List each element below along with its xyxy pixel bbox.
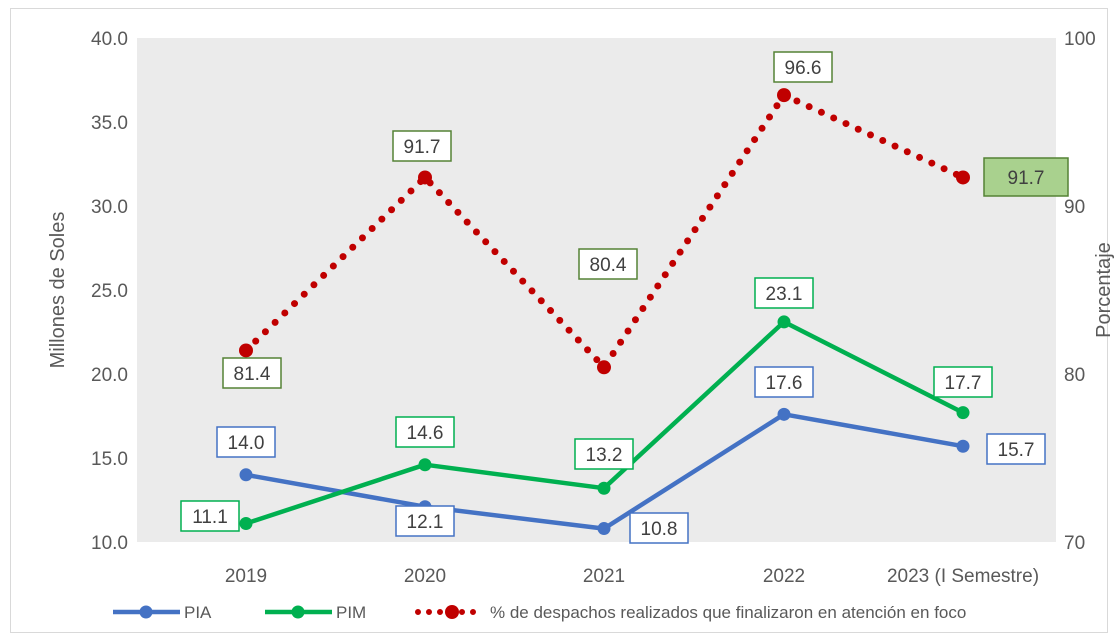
legend-marker-pct — [445, 605, 459, 619]
x-axis-ticks: 2019 2020 2021 2022 2023 (I Semestre) — [225, 566, 1039, 587]
data-label-box — [216, 426, 276, 458]
legend: PIA PIM % de despachos realizados que fina… — [113, 603, 966, 622]
left-tick-label: 20.0 — [91, 365, 128, 386]
data-label: 12.1 — [407, 512, 444, 533]
data-label-box — [395, 416, 455, 448]
right-tick-label: 100 — [1064, 29, 1096, 50]
data-label: 13.2 — [586, 445, 623, 466]
point-pia — [956, 439, 970, 453]
point-pia — [239, 468, 253, 482]
data-label-box — [754, 366, 814, 398]
data-label-box — [754, 277, 814, 309]
data-label: 80.4 — [590, 255, 627, 276]
x-tick-label: 2023 (I Semestre) — [887, 566, 1039, 587]
data-label: 23.1 — [766, 284, 803, 305]
point-pct-despachos — [239, 343, 253, 358]
data-label-box — [933, 366, 993, 398]
legend-label-pim: PIM — [336, 603, 366, 622]
left-tick-label: 40.0 — [91, 29, 128, 50]
data-label-box — [395, 505, 455, 537]
right-tick-label: 90 — [1064, 197, 1085, 218]
right-axis-title: Porcentaje — [1093, 242, 1115, 338]
data-label: 15.7 — [998, 440, 1035, 461]
data-label: 17.7 — [945, 373, 982, 394]
data-label-box — [773, 51, 833, 83]
data-label-box — [180, 500, 240, 532]
point-pct-despachos — [597, 360, 611, 375]
point-pct-despachos — [956, 170, 970, 185]
legend-marker-pim — [291, 605, 305, 619]
data-label-box — [578, 248, 638, 280]
legend-marker-pia — [139, 605, 153, 619]
data-label-box — [574, 438, 634, 470]
left-tick-label: 10.0 — [91, 533, 128, 554]
data-label-box — [629, 512, 689, 544]
left-tick-label: 25.0 — [91, 281, 128, 302]
data-label: 14.0 — [228, 433, 265, 454]
x-tick-label: 2019 — [225, 566, 267, 587]
left-tick-label: 35.0 — [91, 113, 128, 134]
data-label: 91.7 — [404, 137, 441, 158]
data-labels-layer: 14.0 12.1 10.8 17.6 15.7 11.1 14.6 13.2 23.1 17.7… — [180, 51, 1069, 544]
data-label-box — [222, 357, 282, 389]
point-pct-despachos — [777, 88, 791, 103]
data-label: 96.6 — [785, 58, 822, 79]
right-tick-label: 80 — [1064, 365, 1085, 386]
left-axis-ticks: 10.0 15.0 20.0 25.0 30.0 35.0 40.0 — [91, 29, 128, 554]
right-axis-ticks: 70 80 90 100 — [1064, 29, 1096, 554]
data-label-box — [983, 157, 1069, 197]
x-tick-label: 2022 — [763, 566, 805, 587]
data-label: 11.1 — [192, 507, 228, 528]
data-label-box — [986, 433, 1046, 465]
legend-label-pia: PIA — [184, 603, 212, 622]
point-pct-despachos — [418, 170, 432, 185]
point-pim — [597, 481, 611, 495]
data-label: 81.4 — [234, 364, 271, 385]
point-pim — [418, 458, 432, 472]
data-label: 17.6 — [766, 373, 803, 394]
left-tick-label: 15.0 — [91, 449, 128, 470]
right-tick-label: 70 — [1064, 533, 1085, 554]
point-pim — [239, 517, 253, 531]
point-pim — [956, 406, 970, 420]
data-label: 14.6 — [407, 423, 444, 444]
point-pia — [597, 522, 611, 536]
point-pim — [777, 315, 791, 329]
x-tick-label: 2020 — [404, 566, 446, 587]
legend-label-pct: % de despachos realizados que finalizaro… — [490, 603, 966, 622]
data-label: 10.8 — [641, 519, 678, 540]
data-label: 91.7 — [1008, 168, 1045, 189]
x-tick-label: 2021 — [583, 566, 625, 587]
point-pia — [777, 407, 791, 421]
left-axis-title: Millones de Soles — [47, 212, 69, 369]
left-tick-label: 30.0 — [91, 197, 128, 218]
data-label-box — [392, 130, 452, 162]
